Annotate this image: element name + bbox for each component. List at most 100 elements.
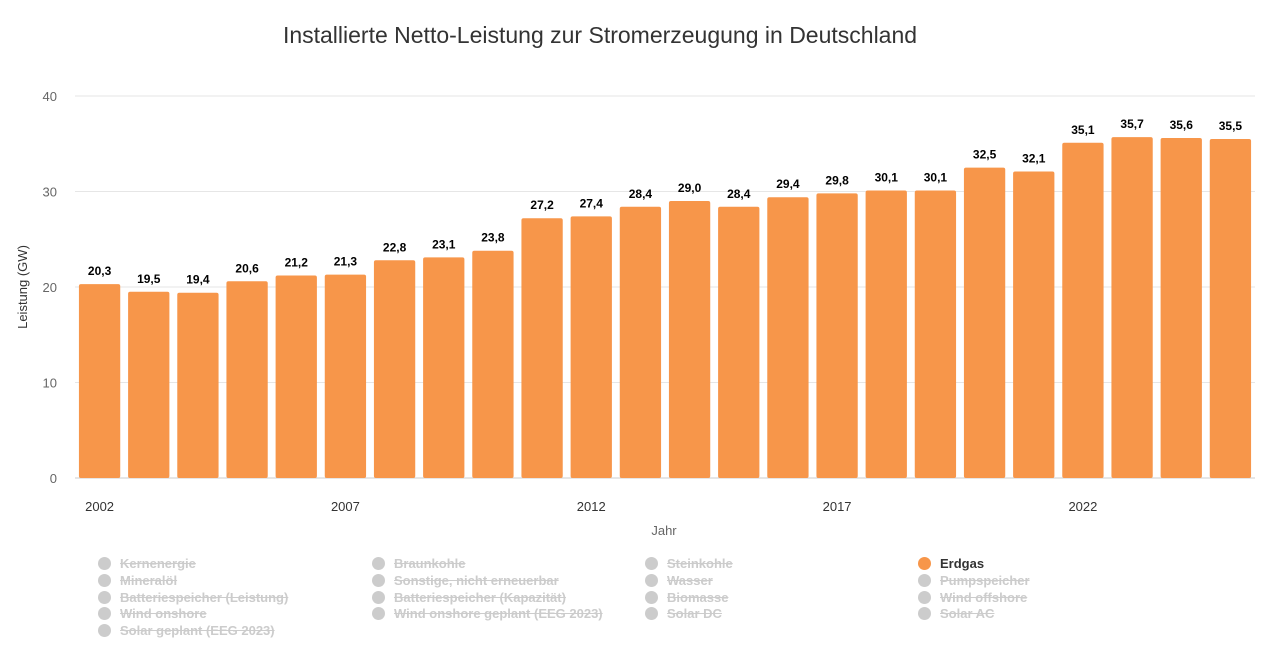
x-axis-label: Jahr — [651, 523, 677, 538]
chart-title: Installierte Netto-Leistung zur Stromerz… — [282, 22, 918, 48]
legend-item[interactable]: Wind onshore — [98, 606, 207, 621]
data-label: 21,3 — [334, 255, 358, 269]
bar-2013 — [619, 206, 662, 478]
bar-2025 — [1209, 138, 1252, 478]
legend-marker-icon — [372, 573, 385, 587]
y-tick-label: 10 — [43, 376, 57, 391]
legend-item[interactable]: Solar geplant (EEG 2023) — [98, 623, 275, 638]
x-tick-label: 2022 — [1068, 499, 1097, 514]
bar-2017 — [816, 193, 858, 478]
legend-label: Biomasse — [667, 589, 729, 605]
legend-item[interactable]: Sonstige, nicht erneuerbar — [372, 573, 559, 588]
bar-2003 — [128, 291, 170, 478]
data-label: 22,8 — [383, 240, 407, 254]
bar-2018 — [865, 190, 907, 479]
legend-marker-icon — [372, 590, 385, 604]
legend-item[interactable]: Braunkohle — [372, 556, 466, 571]
y-tick-label: 20 — [43, 280, 57, 295]
legend-item[interactable]: Wind onshore geplant (EEG 2023) — [372, 606, 603, 621]
legend-label: Kernenergie — [120, 556, 196, 571]
legend-label: Pumpspeicher — [940, 572, 1030, 588]
legend-item[interactable]: Kernenergie — [98, 556, 196, 571]
data-label: 30,1 — [875, 171, 899, 185]
legend-marker-icon — [98, 590, 111, 604]
legend-item[interactable]: Erdgas — [918, 556, 984, 571]
legend-item[interactable]: Pumpspeicher — [918, 573, 1030, 588]
legend-item[interactable]: Batteriespeicher (Kapazität) — [372, 590, 566, 605]
legend-item[interactable]: Wasser — [645, 573, 713, 588]
legend-marker-icon — [918, 607, 931, 621]
bar-2021 — [1013, 171, 1055, 478]
legend-item[interactable]: Wind offshore — [918, 590, 1027, 605]
legend-marker-icon — [372, 557, 385, 570]
bar-2014 — [668, 201, 711, 479]
legend-label: Batteriespeicher (Kapazität) — [394, 589, 566, 605]
legend-label: Solar DC — [667, 606, 722, 622]
data-label: 32,5 — [973, 148, 997, 162]
data-label: 35,1 — [1071, 123, 1095, 137]
legend-label: Wind onshore geplant (EEG 2023) — [394, 606, 603, 622]
legend-marker-icon — [918, 590, 931, 604]
data-label: 23,1 — [432, 237, 456, 251]
legend-marker-icon — [918, 573, 931, 587]
bar-2005 — [226, 281, 268, 478]
data-label: 28,4 — [629, 187, 653, 201]
bar-2002 — [78, 284, 121, 478]
data-label: 20,6 — [235, 261, 259, 275]
legend-label: Sonstige, nicht erneuerbar — [394, 572, 559, 588]
legend-label: Batteriespeicher (Leistung) — [120, 589, 289, 605]
bar-2022 — [1062, 142, 1104, 479]
legend-label: Solar geplant (EEG 2023) — [120, 623, 275, 639]
bar-2009 — [423, 257, 465, 478]
bar-2016 — [767, 197, 809, 479]
data-label: 28,4 — [727, 187, 751, 201]
legend-item[interactable]: Batteriespeicher (Leistung) — [98, 590, 288, 605]
data-label: 19,4 — [186, 273, 210, 287]
y-tick-label: 0 — [50, 471, 57, 486]
legend-item[interactable]: Steinkohle — [645, 556, 733, 571]
bar-2007 — [324, 274, 367, 478]
legend-label: Steinkohle — [667, 556, 733, 571]
data-label: 23,8 — [481, 231, 505, 245]
y-tick-label: 40 — [43, 89, 57, 104]
data-label: 29,0 — [678, 181, 702, 195]
legend-label: Wind onshore — [120, 606, 207, 622]
legend-label: Solar AC — [940, 606, 995, 622]
data-label: 30,1 — [924, 171, 948, 185]
bar-2006 — [275, 275, 317, 478]
legend-item[interactable]: Biomasse — [645, 590, 728, 605]
bar-2023 — [1111, 137, 1153, 478]
x-tick-label: 2012 — [577, 499, 606, 514]
legend-item[interactable]: Solar DC — [645, 606, 722, 621]
legend-label: Wind offshore — [940, 589, 1028, 605]
legend-marker-icon — [98, 557, 111, 570]
data-label: 27,2 — [530, 198, 554, 212]
data-label: 29,8 — [825, 173, 849, 187]
data-label: 29,4 — [776, 177, 800, 191]
legend-marker-icon — [918, 557, 931, 570]
bar-2020 — [963, 167, 1006, 478]
legend-marker-icon — [98, 573, 111, 587]
legend-item[interactable]: Mineralöl — [98, 573, 177, 588]
bar-2024 — [1160, 138, 1202, 478]
data-label: 21,2 — [285, 256, 309, 270]
legend-marker-icon — [372, 607, 385, 621]
bar-2019 — [914, 190, 957, 479]
legend-label: Mineralöl — [120, 572, 178, 588]
legend-label: Erdgas — [940, 556, 985, 571]
legend-marker-icon — [98, 607, 111, 621]
data-label: 20,3 — [88, 264, 112, 278]
data-label: 35,5 — [1219, 119, 1243, 133]
data-label: 27,4 — [580, 196, 604, 210]
legend-marker-icon — [98, 624, 111, 638]
bar-2004 — [177, 292, 219, 478]
legend-marker-icon — [645, 557, 658, 570]
data-label: 19,5 — [137, 272, 161, 286]
legend-label: Braunkohle — [394, 556, 466, 571]
legend-item[interactable]: Solar AC — [918, 606, 994, 621]
bar-2012 — [570, 216, 612, 478]
y-axis-label: Leistung (GW) — [15, 245, 30, 329]
bar-2011 — [521, 218, 563, 479]
legend-label: Wasser — [667, 572, 713, 588]
